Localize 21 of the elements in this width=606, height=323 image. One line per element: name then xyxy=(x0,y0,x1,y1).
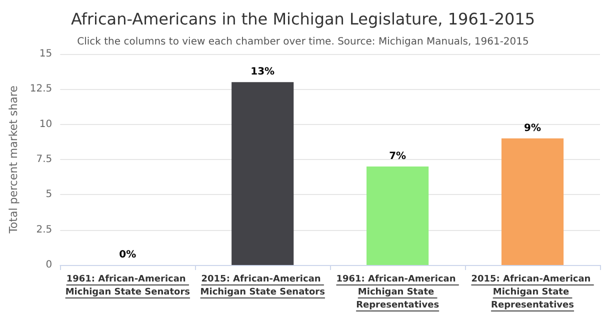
y-tick-label: 7.5 xyxy=(36,154,52,165)
x-tick-label: 2015: African-American Michigan State Representatives xyxy=(471,274,594,310)
y-tick-label: 2.5 xyxy=(36,224,52,236)
y-tick-label: 5 xyxy=(46,189,52,200)
chart-subtitle: Click the columns to view each chamber over time. Source: Michigan Manuals, 1961-2015 xyxy=(77,36,529,48)
x-tick-label: 1961: African-American Michigan State Senators xyxy=(65,274,190,298)
y-tick-label: 15 xyxy=(39,48,52,60)
data-label: 7% xyxy=(389,151,406,162)
y-tick-label: 0 xyxy=(46,260,52,270)
bar xyxy=(366,166,429,265)
x-tick-label: 2015: African-American Michigan State Senators xyxy=(200,274,325,298)
data-label: 13% xyxy=(250,66,275,78)
bar xyxy=(501,138,564,265)
bar xyxy=(232,82,294,265)
y-axis-title: Total percent market share xyxy=(7,85,20,234)
chart-title: African-Americans in the Michigan Legislature, 1961-2015 xyxy=(70,10,536,28)
y-tick-label: 12.5 xyxy=(30,84,52,95)
x-tick-label: 1961: African-American Michigan State Representatives xyxy=(336,274,459,310)
y-tick-label: 10 xyxy=(39,118,52,130)
data-label: 9% xyxy=(524,122,542,134)
data-label: 0% xyxy=(119,250,136,260)
